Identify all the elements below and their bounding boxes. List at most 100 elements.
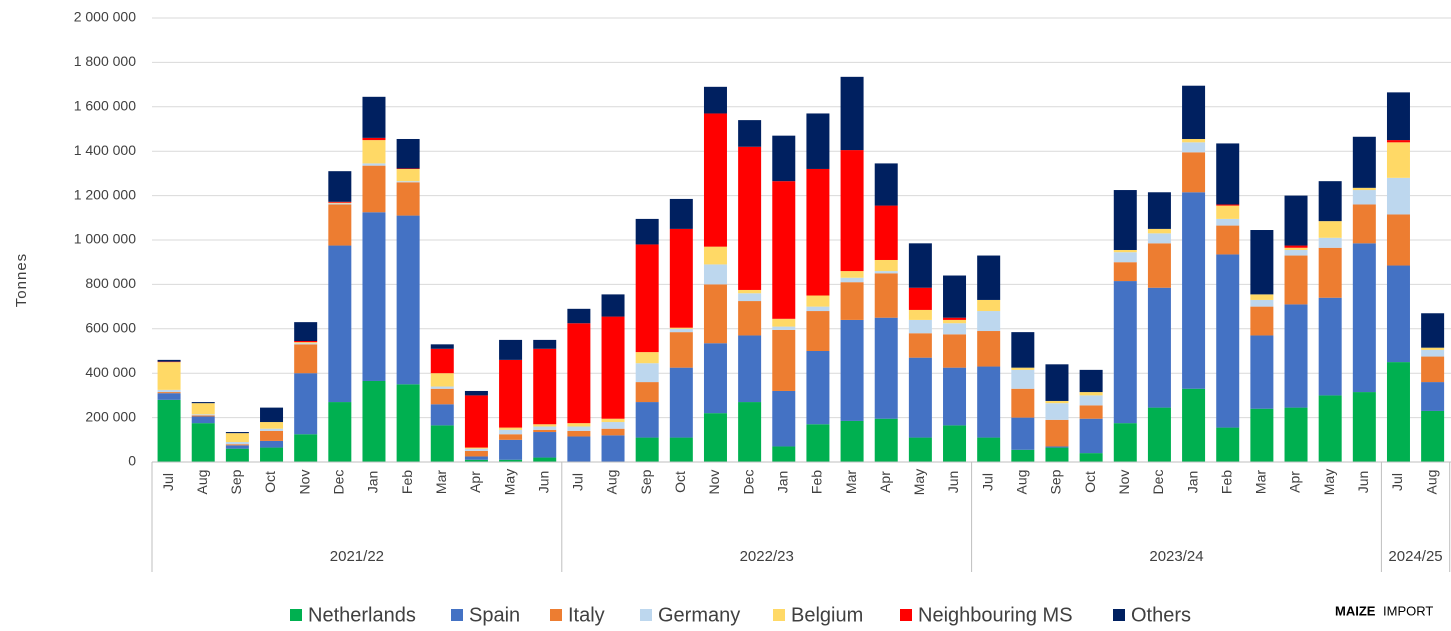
bar-segment <box>908 357 932 438</box>
legend-swatch <box>290 609 302 621</box>
bar-segment <box>601 294 625 317</box>
bar-segment <box>260 428 284 431</box>
x-tick-label: Mar <box>1253 470 1269 494</box>
bar-segment <box>499 429 523 435</box>
bar-segment <box>601 316 625 419</box>
legend-swatch <box>640 609 652 621</box>
bar-segment <box>806 113 830 169</box>
legend-label: Belgium <box>791 604 863 626</box>
x-tick-label: Mar <box>843 470 859 494</box>
bar-segment <box>328 402 352 462</box>
bar-segment <box>1386 362 1410 462</box>
bar-segment <box>1386 140 1410 143</box>
legend-label: Netherlands <box>308 604 416 626</box>
bar-segment <box>977 366 1001 438</box>
bar-segment <box>1147 407 1171 462</box>
annotation: IMPORT <box>1383 603 1433 618</box>
bar-segment <box>908 437 932 462</box>
x-tick-label: Apr <box>877 471 893 493</box>
bar-segment <box>1079 369 1103 393</box>
y-tick-label: 1 800 000 <box>74 53 136 69</box>
bar-segment <box>669 327 693 329</box>
bar-segment <box>943 319 967 324</box>
bar-segment <box>1250 230 1274 295</box>
group-label: 2023/24 <box>1149 548 1203 565</box>
bar-segment <box>635 402 659 438</box>
x-tick-label: Nov <box>1116 470 1132 495</box>
bar-segment <box>1386 177 1410 215</box>
bar-segment <box>225 442 249 445</box>
bar-segment <box>430 425 454 462</box>
bar-segment <box>1352 187 1376 191</box>
bar-segment <box>1318 221 1342 238</box>
bar-segment <box>1318 181 1342 222</box>
group-label: 2024/25 <box>1388 548 1442 565</box>
legend-label: Spain <box>469 604 520 626</box>
bar-segment <box>1079 453 1103 462</box>
bar-segment <box>669 328 693 333</box>
bar-segment <box>874 418 898 462</box>
bar-segment <box>396 384 420 462</box>
bar-segment <box>1352 136 1376 188</box>
bar-segment <box>362 137 386 141</box>
bar-segment <box>1045 446 1069 448</box>
bar-segment <box>191 402 215 404</box>
bar-segment <box>806 424 830 462</box>
bar-segment <box>806 311 830 351</box>
x-tick-label: Jul <box>979 473 995 491</box>
bar-segment <box>1284 247 1308 250</box>
bar-segment <box>430 386 454 389</box>
bar-segment <box>294 342 318 344</box>
bar-segment <box>191 416 215 424</box>
x-tick-label: May <box>1321 469 1337 495</box>
bar-segment <box>1250 306 1274 336</box>
bar-segment <box>362 96 386 138</box>
bar-segment <box>1216 143 1240 205</box>
bar-segment <box>567 308 591 324</box>
bar-segment <box>464 395 488 448</box>
bar-segment <box>191 423 215 462</box>
bar-segment <box>567 430 591 437</box>
bar-segment <box>772 390 796 447</box>
bar-segment <box>1182 142 1206 153</box>
bar-segment <box>874 205 898 260</box>
bar-segment <box>1250 335 1274 409</box>
bar-segment <box>1352 204 1376 244</box>
bar-segment <box>362 212 386 381</box>
legend-swatch <box>1113 609 1125 621</box>
bar-segment <box>635 363 659 383</box>
bar-segment <box>464 459 488 462</box>
bar-segment <box>1011 332 1035 368</box>
bar-segment <box>840 277 864 283</box>
bar-segment <box>328 245 352 403</box>
bar-segment <box>1045 364 1069 401</box>
bar-segment <box>1045 419 1069 447</box>
bar-segment <box>772 326 796 330</box>
legend-swatch <box>550 609 562 621</box>
bar-segment <box>567 323 591 424</box>
bar-segment <box>225 448 249 462</box>
bar-segment <box>635 244 659 353</box>
bar-segment <box>362 163 386 166</box>
bar-segment <box>1352 190 1376 205</box>
bar-segment <box>806 351 830 425</box>
bar-segment <box>1045 447 1069 462</box>
group-label: 2022/23 <box>740 548 794 565</box>
bar-segment <box>533 432 557 458</box>
x-tick-label: Apr <box>467 471 483 493</box>
bar-segment <box>157 359 181 362</box>
bar-segment <box>499 459 523 462</box>
x-tick-label: Feb <box>1218 470 1234 494</box>
bar-segment <box>703 246 727 265</box>
bar-segment <box>191 415 215 417</box>
bar-segment <box>977 255 1001 300</box>
bar-segment <box>908 243 932 288</box>
bar-segment <box>1216 427 1240 462</box>
bar-segment <box>635 352 659 364</box>
bar-segment <box>1113 281 1137 424</box>
bar-segment <box>1386 142 1410 178</box>
bar-segment <box>772 318 796 327</box>
bar-segment <box>1284 255 1308 305</box>
x-tick-label: Jun <box>1355 471 1371 494</box>
bar-segment <box>977 311 1001 332</box>
